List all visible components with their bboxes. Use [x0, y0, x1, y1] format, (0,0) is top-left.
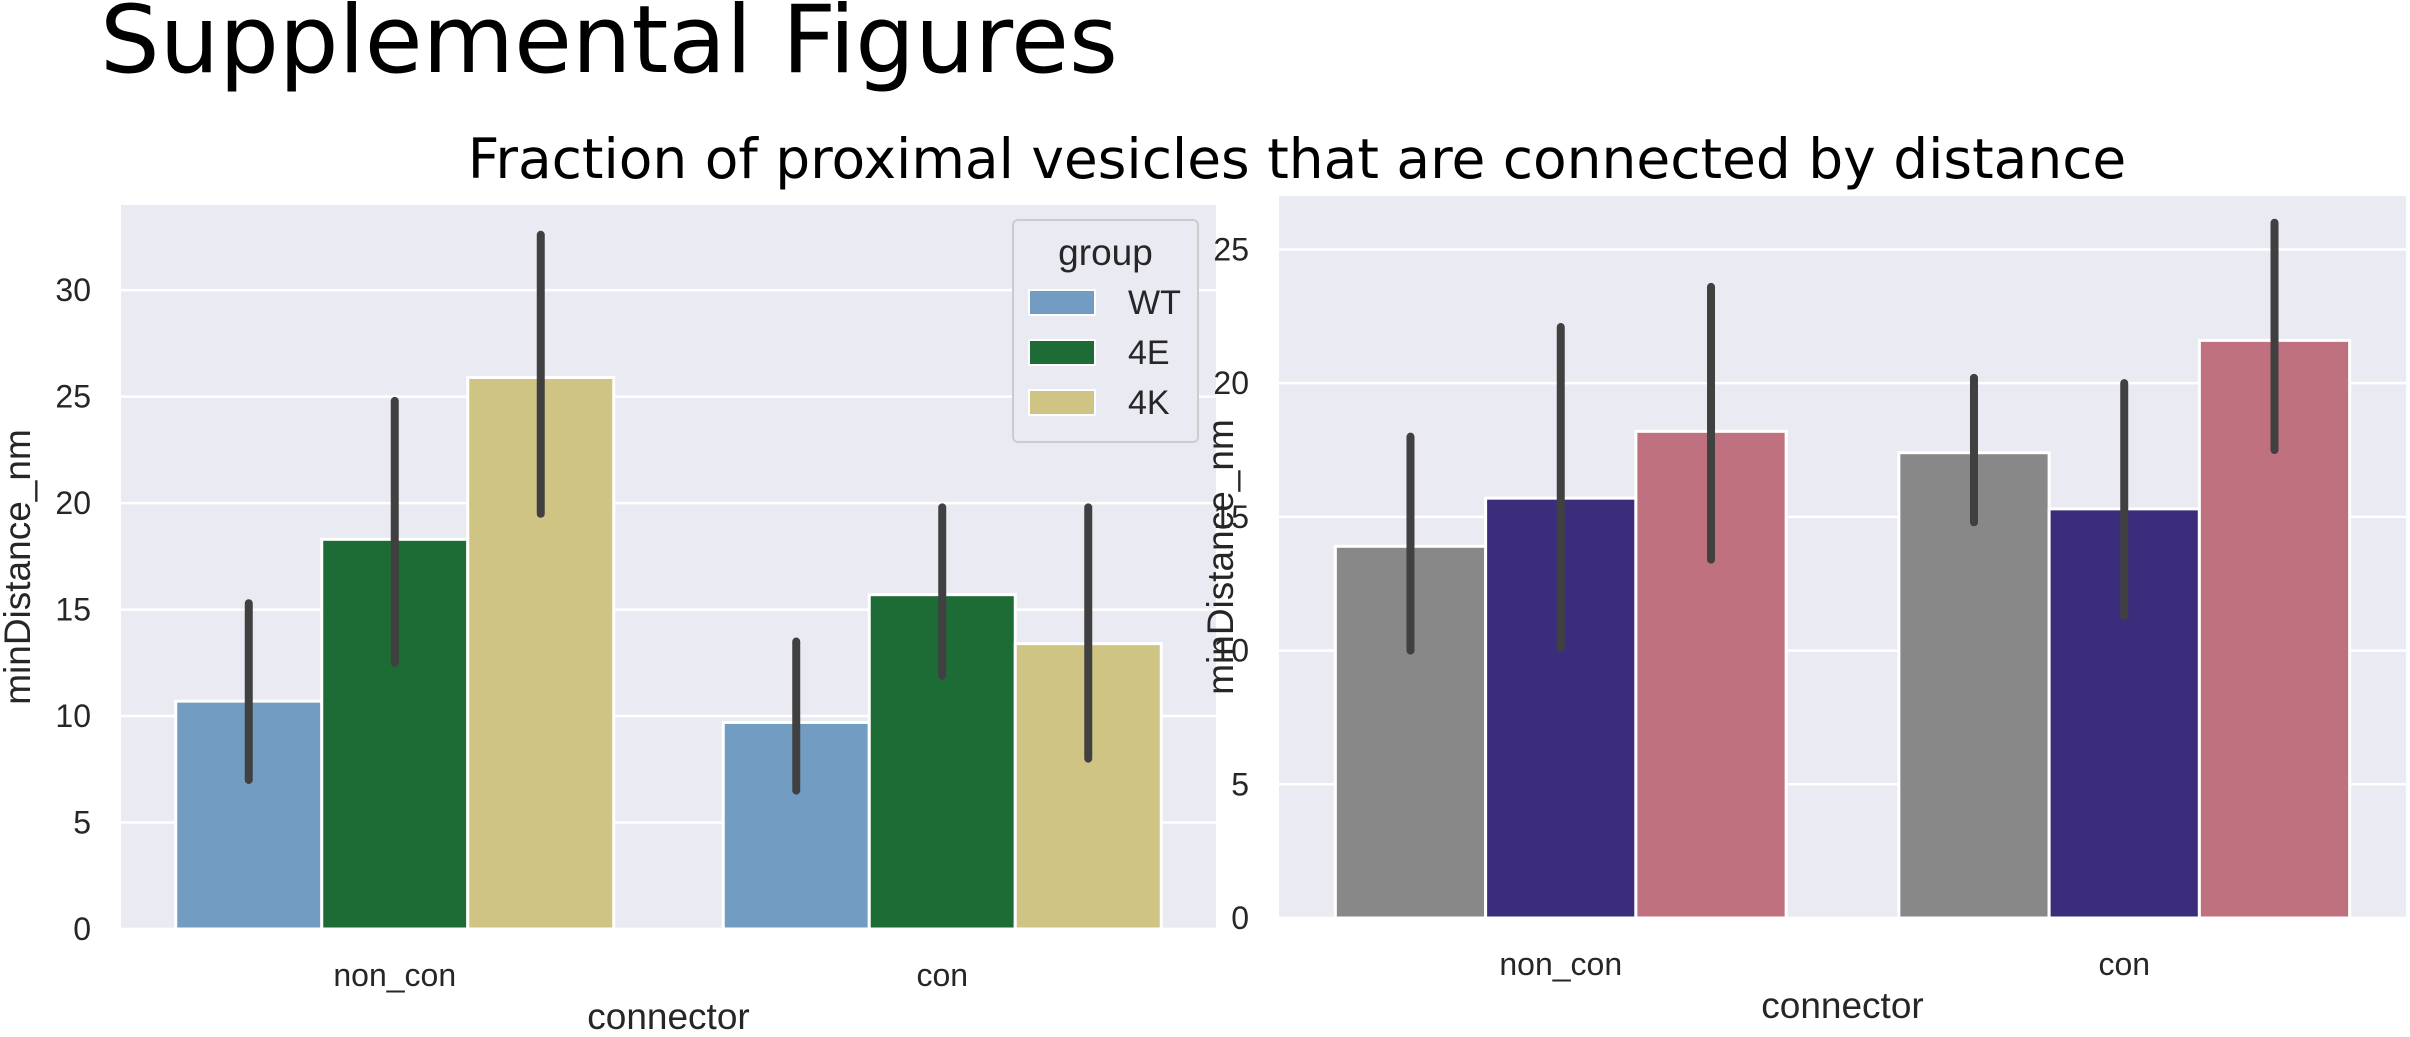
chart-panel-left: 0 5 10 15 20 25 30 non_con con connector minDistan… [0, 205, 1216, 1037]
legend-title: group [1058, 232, 1153, 273]
y-tick-label: 25 [55, 379, 91, 415]
x-axis-label: connector [1761, 985, 1924, 1026]
y-tick-label: 20 [1213, 365, 1249, 401]
legend-entry: 4E [1128, 334, 1170, 372]
legend-box [1012, 219, 1199, 443]
y-tick-label: 0 [1231, 900, 1249, 936]
y-tick-label: 15 [55, 592, 91, 628]
y-tick-label: 0 [73, 911, 91, 947]
y-axis-label: minDistance_nm [1200, 419, 1241, 695]
x-axis-label: connector [587, 996, 750, 1037]
x-tick-label: non_con [333, 957, 456, 993]
y-tick-label: 5 [1231, 766, 1249, 802]
page-title: Supplemental Figures [100, 0, 1118, 95]
y-tick-label: 10 [55, 698, 91, 734]
legend: group WT 4E 4K [1012, 219, 1199, 443]
x-tick-label: con [916, 957, 968, 993]
figure-subtitle: Fraction of proximal vesicles that are c… [468, 127, 2127, 191]
y-tick-label: 5 [73, 805, 91, 841]
y-axis-label: minDistance_nm [0, 429, 38, 705]
legend-swatch [1028, 389, 1096, 416]
legend-entry: WT [1128, 284, 1181, 322]
y-tick-label: 30 [55, 272, 91, 308]
x-tick-label: con [2098, 946, 2150, 982]
legend-swatch [1028, 289, 1096, 316]
y-tick-label: 25 [1213, 231, 1249, 267]
y-tick-label: 20 [55, 485, 91, 521]
x-tick-label: non_con [1499, 946, 1622, 982]
legend-entry: 4K [1128, 384, 1170, 422]
y-tick-label: 15 [1213, 499, 1249, 535]
bar [466, 375, 616, 931]
y-tick-label: 10 [1213, 633, 1249, 669]
chart-panel-right: 0 5 10 15 20 25 non_con con connector minDistance… [1200, 196, 2406, 1026]
legend-swatch [1028, 339, 1096, 366]
